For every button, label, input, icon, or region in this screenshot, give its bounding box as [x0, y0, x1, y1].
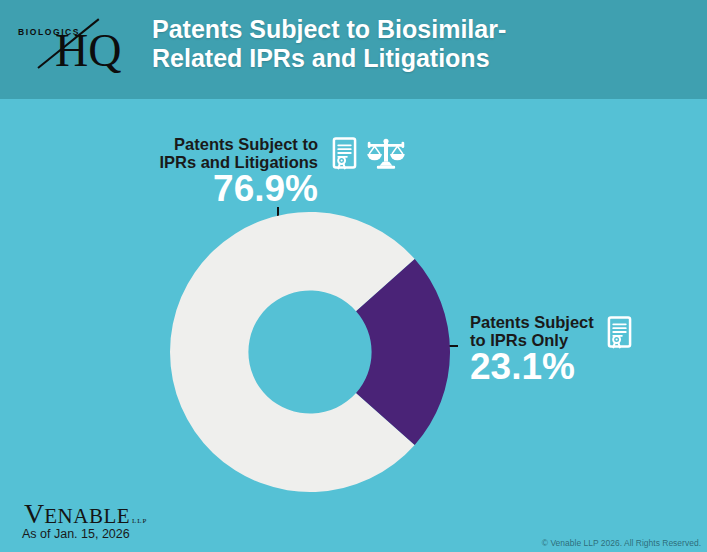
biologics-hq-logo: BIOLOGICS HQ — [0, 0, 150, 99]
page-title-line1: Patents Subject to Biosimilar- — [152, 15, 697, 44]
callout-iprs-and-litigations: Patents Subject to IPRs and Litigations … — [128, 136, 318, 208]
page-title-line2: Related IPRs and Litigations — [152, 44, 697, 73]
copyright-notice: © Venable LLP 2026. All Rights Reserved. — [542, 538, 701, 548]
callout-left-label-line1: Patents Subject to — [128, 136, 318, 154]
callout-left-value: 76.9% — [128, 170, 318, 208]
donut-chart — [170, 212, 450, 492]
venable-logo-llp: LLP — [132, 517, 147, 525]
venable-logo: VENABLELLP — [24, 500, 148, 529]
certificate-icon — [607, 315, 632, 349]
venable-logo-rest: ENABLE — [44, 504, 130, 528]
certificate-icon — [332, 136, 357, 170]
scales-icon — [365, 138, 407, 169]
venable-logo-initial: V — [24, 498, 44, 529]
hq-logo-text: HQ — [55, 28, 121, 74]
callout-left-label: Patents Subject to IPRs and Litigations — [128, 136, 318, 171]
callout-right-value: 23.1% — [470, 348, 660, 386]
page-title: Patents Subject to Biosimilar- Related I… — [152, 15, 697, 73]
infographic-canvas: BIOLOGICS HQ Patents Subject to Biosimil… — [0, 0, 707, 552]
header-band: BIOLOGICS HQ Patents Subject to Biosimil… — [0, 0, 707, 99]
as-of-date: As of Jan. 15, 2026 — [22, 527, 130, 541]
